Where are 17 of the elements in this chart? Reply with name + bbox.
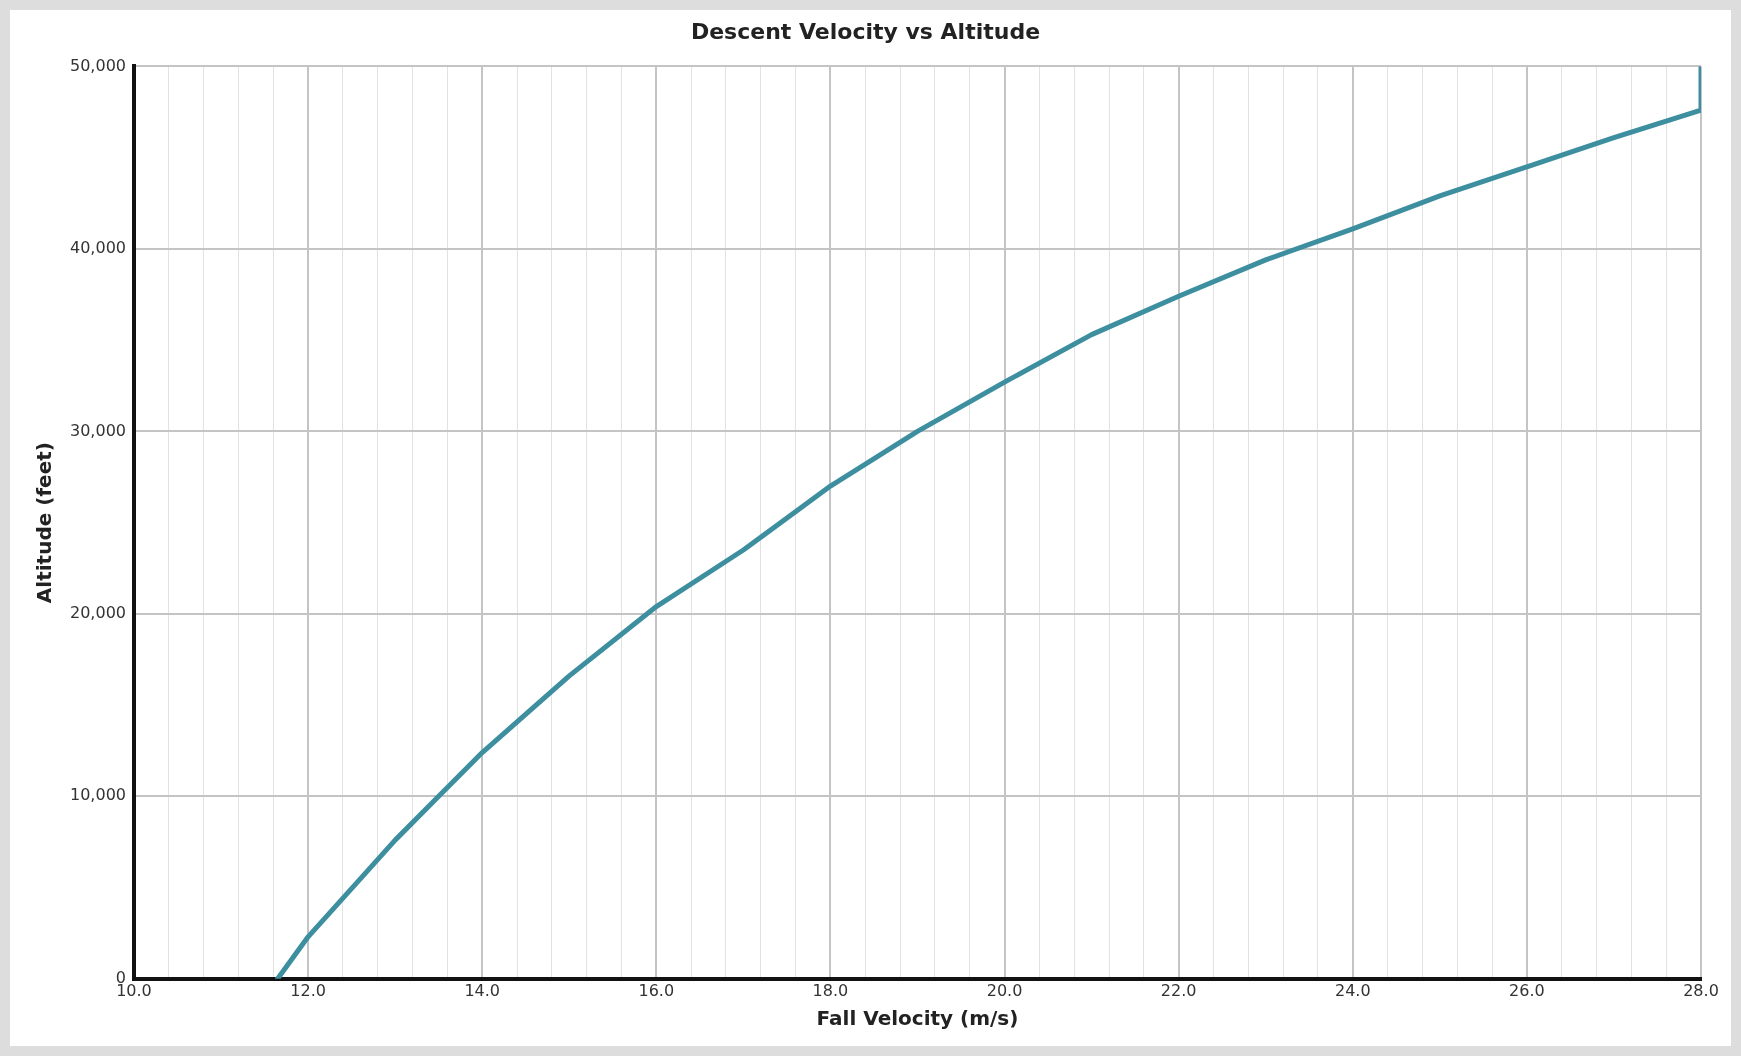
y-tick-label: 40,000 [70, 238, 126, 258]
x-tick-label: 26.0 [1509, 980, 1545, 1000]
x-axis-title: Fall Velocity (m/s) [816, 1006, 1019, 1031]
y-axis-title: Altitude (feet) [32, 442, 57, 604]
x-tick-label: 12.0 [290, 980, 326, 1000]
y-tick-label: 30,000 [70, 420, 126, 440]
x-tick-label: 20.0 [986, 980, 1023, 1000]
x-tick-label: 14.0 [464, 980, 501, 1000]
y-tick-label: 50,000 [70, 55, 126, 75]
x-tick-label: 16.0 [638, 980, 675, 1000]
x-tick-label: 18.0 [812, 980, 849, 1000]
x-tick-label: 24.0 [1334, 980, 1371, 1000]
x-tick-label: 22.0 [1160, 980, 1197, 1000]
chart-title: Descent Velocity vs Altitude [690, 18, 1041, 44]
x-tick-label: 28.0 [1683, 980, 1719, 1000]
y-tick-label: 10,000 [70, 785, 126, 805]
y-tick-label: 20,000 [70, 603, 126, 622]
